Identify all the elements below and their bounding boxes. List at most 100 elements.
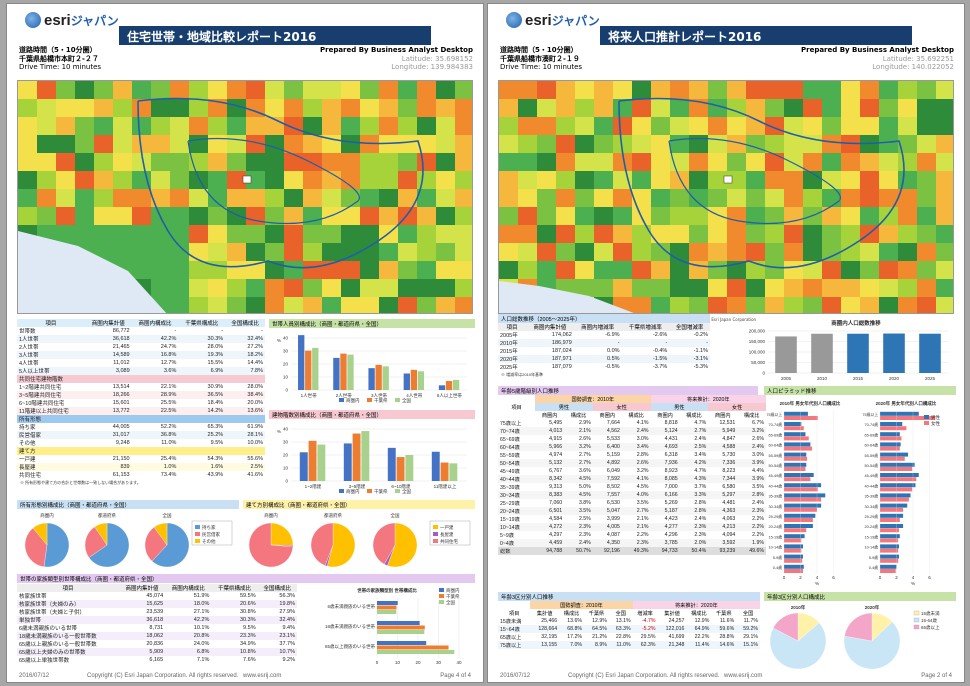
legend-label: 商圏内	[446, 587, 460, 594]
map-cell	[746, 225, 766, 244]
map-cell	[936, 117, 953, 136]
drive-time-boundary	[187, 137, 360, 225]
table-row: 20~24歳 6,501 3.5% 5,047 2.7% 5,187 2.8% 4,363 2.…	[498, 507, 766, 515]
map-cell	[879, 189, 899, 208]
map-cell	[898, 117, 918, 136]
table-row: 2人世帯 21,465 24.7% 28.0% 27.2%	[17, 343, 265, 351]
footer-url[interactable]: www.esrij.com	[243, 673, 282, 679]
choropleth-map[interactable]	[498, 80, 954, 314]
map-cell	[284, 297, 304, 313]
tick-label: 10-14歳	[768, 545, 782, 550]
map-cell	[208, 297, 228, 313]
map-cell	[113, 153, 133, 172]
bar	[784, 534, 805, 539]
table-cell: 4,063	[722, 516, 736, 522]
map-cell	[303, 225, 323, 244]
legend-label: 15歳未満	[921, 610, 940, 617]
legend-label: 全国	[446, 599, 455, 606]
map-cell	[936, 243, 953, 262]
pie-slice	[310, 522, 334, 566]
axis-label: %	[277, 338, 281, 343]
table-row: 0~4歳 4,459 2.4% 4,350 2.3% 3,785 2.0% 3,592 1.9%	[498, 539, 766, 547]
map-cell	[436, 243, 456, 262]
bar	[299, 452, 308, 481]
map-cell	[151, 99, 171, 118]
tick-label: 15-19歳	[864, 534, 878, 539]
bar	[880, 554, 899, 559]
legend-label: 共同住宅	[440, 538, 458, 545]
map-cell	[170, 117, 190, 136]
table-cell: 2015年	[500, 349, 518, 355]
table-header: 全国増減率	[675, 325, 704, 331]
table-row: 4人世帯 11,012 12.7% 15.5% 14.4%	[17, 359, 265, 367]
map-cell	[860, 279, 880, 298]
table-cell: 2.3%	[752, 508, 764, 514]
choropleth-map[interactable]	[17, 80, 473, 314]
map-cell	[151, 153, 171, 172]
tick-label: 55-59歳	[768, 453, 782, 458]
table-cell: 2.8%	[752, 492, 764, 498]
legend-swatch	[913, 617, 920, 623]
esri-japan-logo: esriジャパン	[506, 12, 600, 29]
map-cell	[841, 261, 861, 280]
table-cell: 94,788	[546, 548, 563, 554]
table-cell: 4,272	[549, 524, 563, 530]
bar	[880, 462, 915, 467]
map-cell	[246, 279, 266, 298]
table-cell: その他	[19, 441, 36, 447]
table-cell: 35~39歳	[500, 484, 520, 491]
tick-label: 40	[283, 427, 289, 432]
table-cell: 7,344	[722, 476, 736, 482]
pie-label: 2010年	[791, 604, 806, 611]
site-marker-icon	[723, 175, 733, 184]
table-cell: 6,165	[149, 657, 164, 663]
table-cell: 4,431	[664, 436, 678, 442]
table-cell: 59.2%	[743, 626, 758, 632]
map-cell	[708, 117, 728, 136]
table-row: 55~59歳 4,974 2.7% 5,159 2.8% 6,318 3.4% 5,730 3.…	[498, 451, 766, 459]
table-cell: 50.7%	[576, 548, 591, 554]
map-cell	[341, 243, 361, 262]
table-cell: 65.3%	[207, 424, 224, 430]
map-cell	[246, 243, 266, 262]
table-cell: 10.0%	[247, 440, 263, 446]
map-cell	[208, 189, 228, 208]
map-cell	[113, 171, 133, 190]
table-header: 構成比	[628, 412, 644, 419]
table-cell: 6.7%	[752, 420, 764, 426]
table-row: 核家族世帯 45,074 51.9% 59.5% 56.3%	[17, 592, 297, 600]
table-cell: 4.5%	[578, 492, 591, 498]
table-cell: 2.4%	[636, 428, 649, 434]
map-cell	[113, 207, 133, 226]
map-cell	[575, 279, 595, 298]
table-cell: 6,501	[549, 508, 563, 514]
tick-label: 20	[415, 660, 421, 665]
tick-label: 40	[283, 336, 289, 341]
footer-url[interactable]: www.esrij.com	[724, 673, 763, 679]
map-cell	[284, 207, 304, 226]
map-cell	[113, 189, 133, 208]
tick-label: 30	[283, 440, 289, 445]
legend-label: その他	[202, 538, 216, 545]
table-cell: -6.9%	[605, 332, 620, 338]
table-cell: 51.9%	[193, 593, 210, 599]
map-cell	[575, 99, 595, 118]
table-row: 45~49歳 6,767 3.6% 6,049 3.2% 8,923 4.7% 8,223 4.…	[498, 467, 766, 475]
table-header	[498, 601, 531, 609]
table-cell: 共同住宅建物階数	[19, 377, 64, 383]
map-cell	[575, 81, 595, 100]
table-cell: 6,530	[606, 500, 620, 506]
map-cell	[455, 171, 472, 190]
map-cell	[765, 225, 785, 244]
table-cell: 28.9%	[160, 392, 177, 398]
table-cell: 13,514	[112, 384, 130, 390]
bar	[312, 347, 319, 390]
map-cell	[898, 81, 918, 100]
map-cell	[803, 99, 823, 118]
bar	[919, 333, 941, 373]
map-cell	[436, 117, 456, 136]
table-cell: 4,892	[606, 460, 620, 466]
table-cell: 7,936	[664, 460, 678, 466]
bar	[775, 336, 797, 373]
tick-label: 3~5階建	[349, 483, 366, 490]
